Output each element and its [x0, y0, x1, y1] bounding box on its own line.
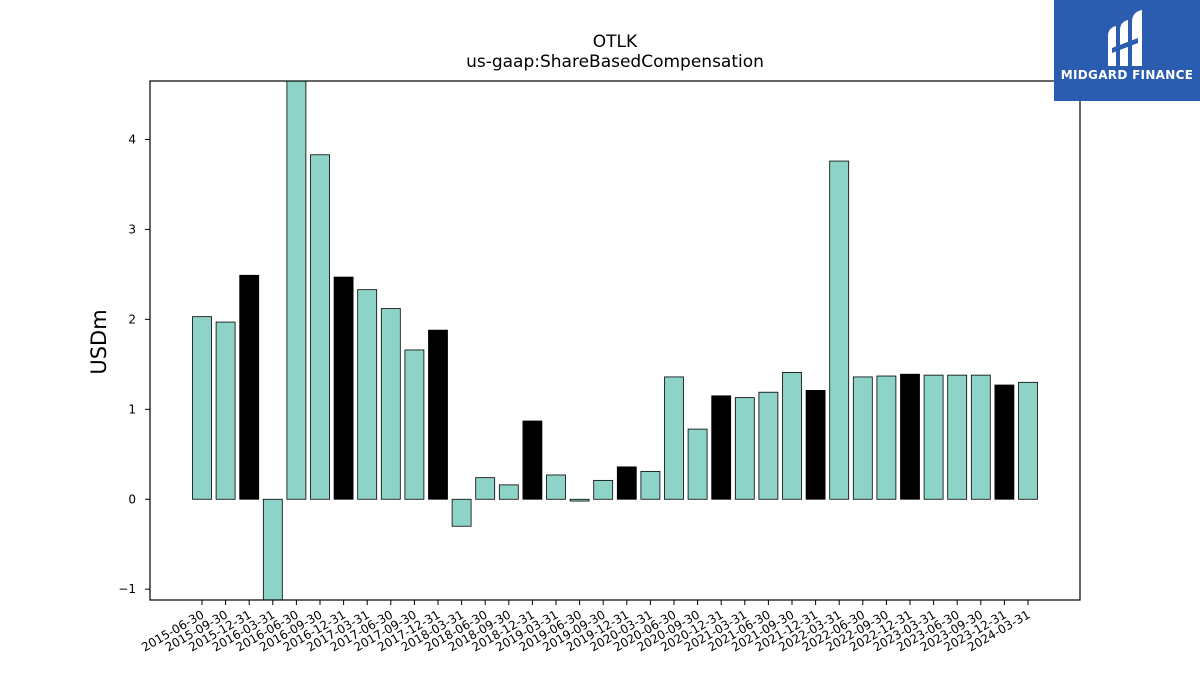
bar-2018-12-31	[522, 420, 543, 500]
bar-2015-06-30	[192, 316, 212, 500]
bar-2017-09-30	[404, 349, 425, 500]
y-axis-label: USDm	[87, 309, 111, 374]
bar-2021-06-30	[758, 391, 779, 500]
bar-2019-09-30	[593, 479, 614, 500]
bar-2023-06-30	[947, 374, 968, 500]
bar-2024-03-31	[1018, 381, 1038, 500]
bar-2019-03-31	[546, 474, 566, 500]
bar-2017-12-31	[428, 329, 448, 500]
bar-2022-06-30	[852, 376, 873, 500]
y-tick-label: −1	[118, 582, 136, 596]
plot-frame	[149, 80, 1081, 601]
bar-2018-03-31	[451, 498, 472, 527]
bar-2015-09-30	[215, 321, 236, 500]
bar-2023-03-31	[923, 374, 944, 500]
bar-2018-06-30	[475, 477, 496, 500]
x-axis: 2015-06-302015-09-302015-12-312016-03-31…	[139, 600, 1033, 654]
chart-title: OTLK	[592, 32, 638, 52]
y-tick-label: 4	[128, 132, 136, 146]
bar-2017-03-31	[357, 289, 378, 500]
bar-2023-12-31	[994, 384, 1015, 500]
bar-2020-12-31	[711, 395, 732, 500]
logo-text: MIDGARD FINANCE	[1060, 68, 1194, 82]
chart-subtitle: us-gaap:ShareBasedCompensation	[466, 52, 764, 72]
bar-2015-12-31	[239, 274, 260, 500]
bar-2021-12-31	[805, 390, 826, 500]
bar-2020-09-30	[687, 428, 708, 500]
bar-2020-06-30	[664, 376, 684, 500]
bar-2019-06-30	[569, 498, 590, 502]
bar-2016-06-30	[286, 81, 307, 500]
bar-2018-09-30	[498, 484, 519, 500]
bar-2016-09-30	[310, 154, 330, 500]
bar-2022-03-31	[829, 160, 850, 500]
bar-2023-09-30	[970, 374, 991, 500]
bar-2016-12-31	[333, 276, 354, 500]
midgard-finance-logo: MIDGARD FINANCE	[1054, 0, 1200, 101]
bar-2021-09-30	[782, 372, 802, 500]
bar-2020-03-31	[640, 470, 661, 500]
bars-group	[192, 81, 1038, 600]
bar-2016-03-31	[262, 498, 283, 600]
bar-2022-09-30	[876, 375, 897, 500]
logo-icon	[1108, 10, 1142, 66]
bar-2021-03-31	[734, 397, 755, 500]
bar-2022-12-31	[900, 373, 920, 500]
y-tick-label: 3	[128, 222, 136, 236]
y-tick-label: 0	[128, 492, 136, 506]
y-tick-label: 2	[128, 312, 136, 326]
bar-2017-06-30	[380, 308, 401, 500]
y-tick-label: 1	[128, 402, 136, 416]
bar-2019-12-31	[616, 466, 637, 500]
y-axis: −1 0 1 2 3 4	[118, 132, 150, 596]
